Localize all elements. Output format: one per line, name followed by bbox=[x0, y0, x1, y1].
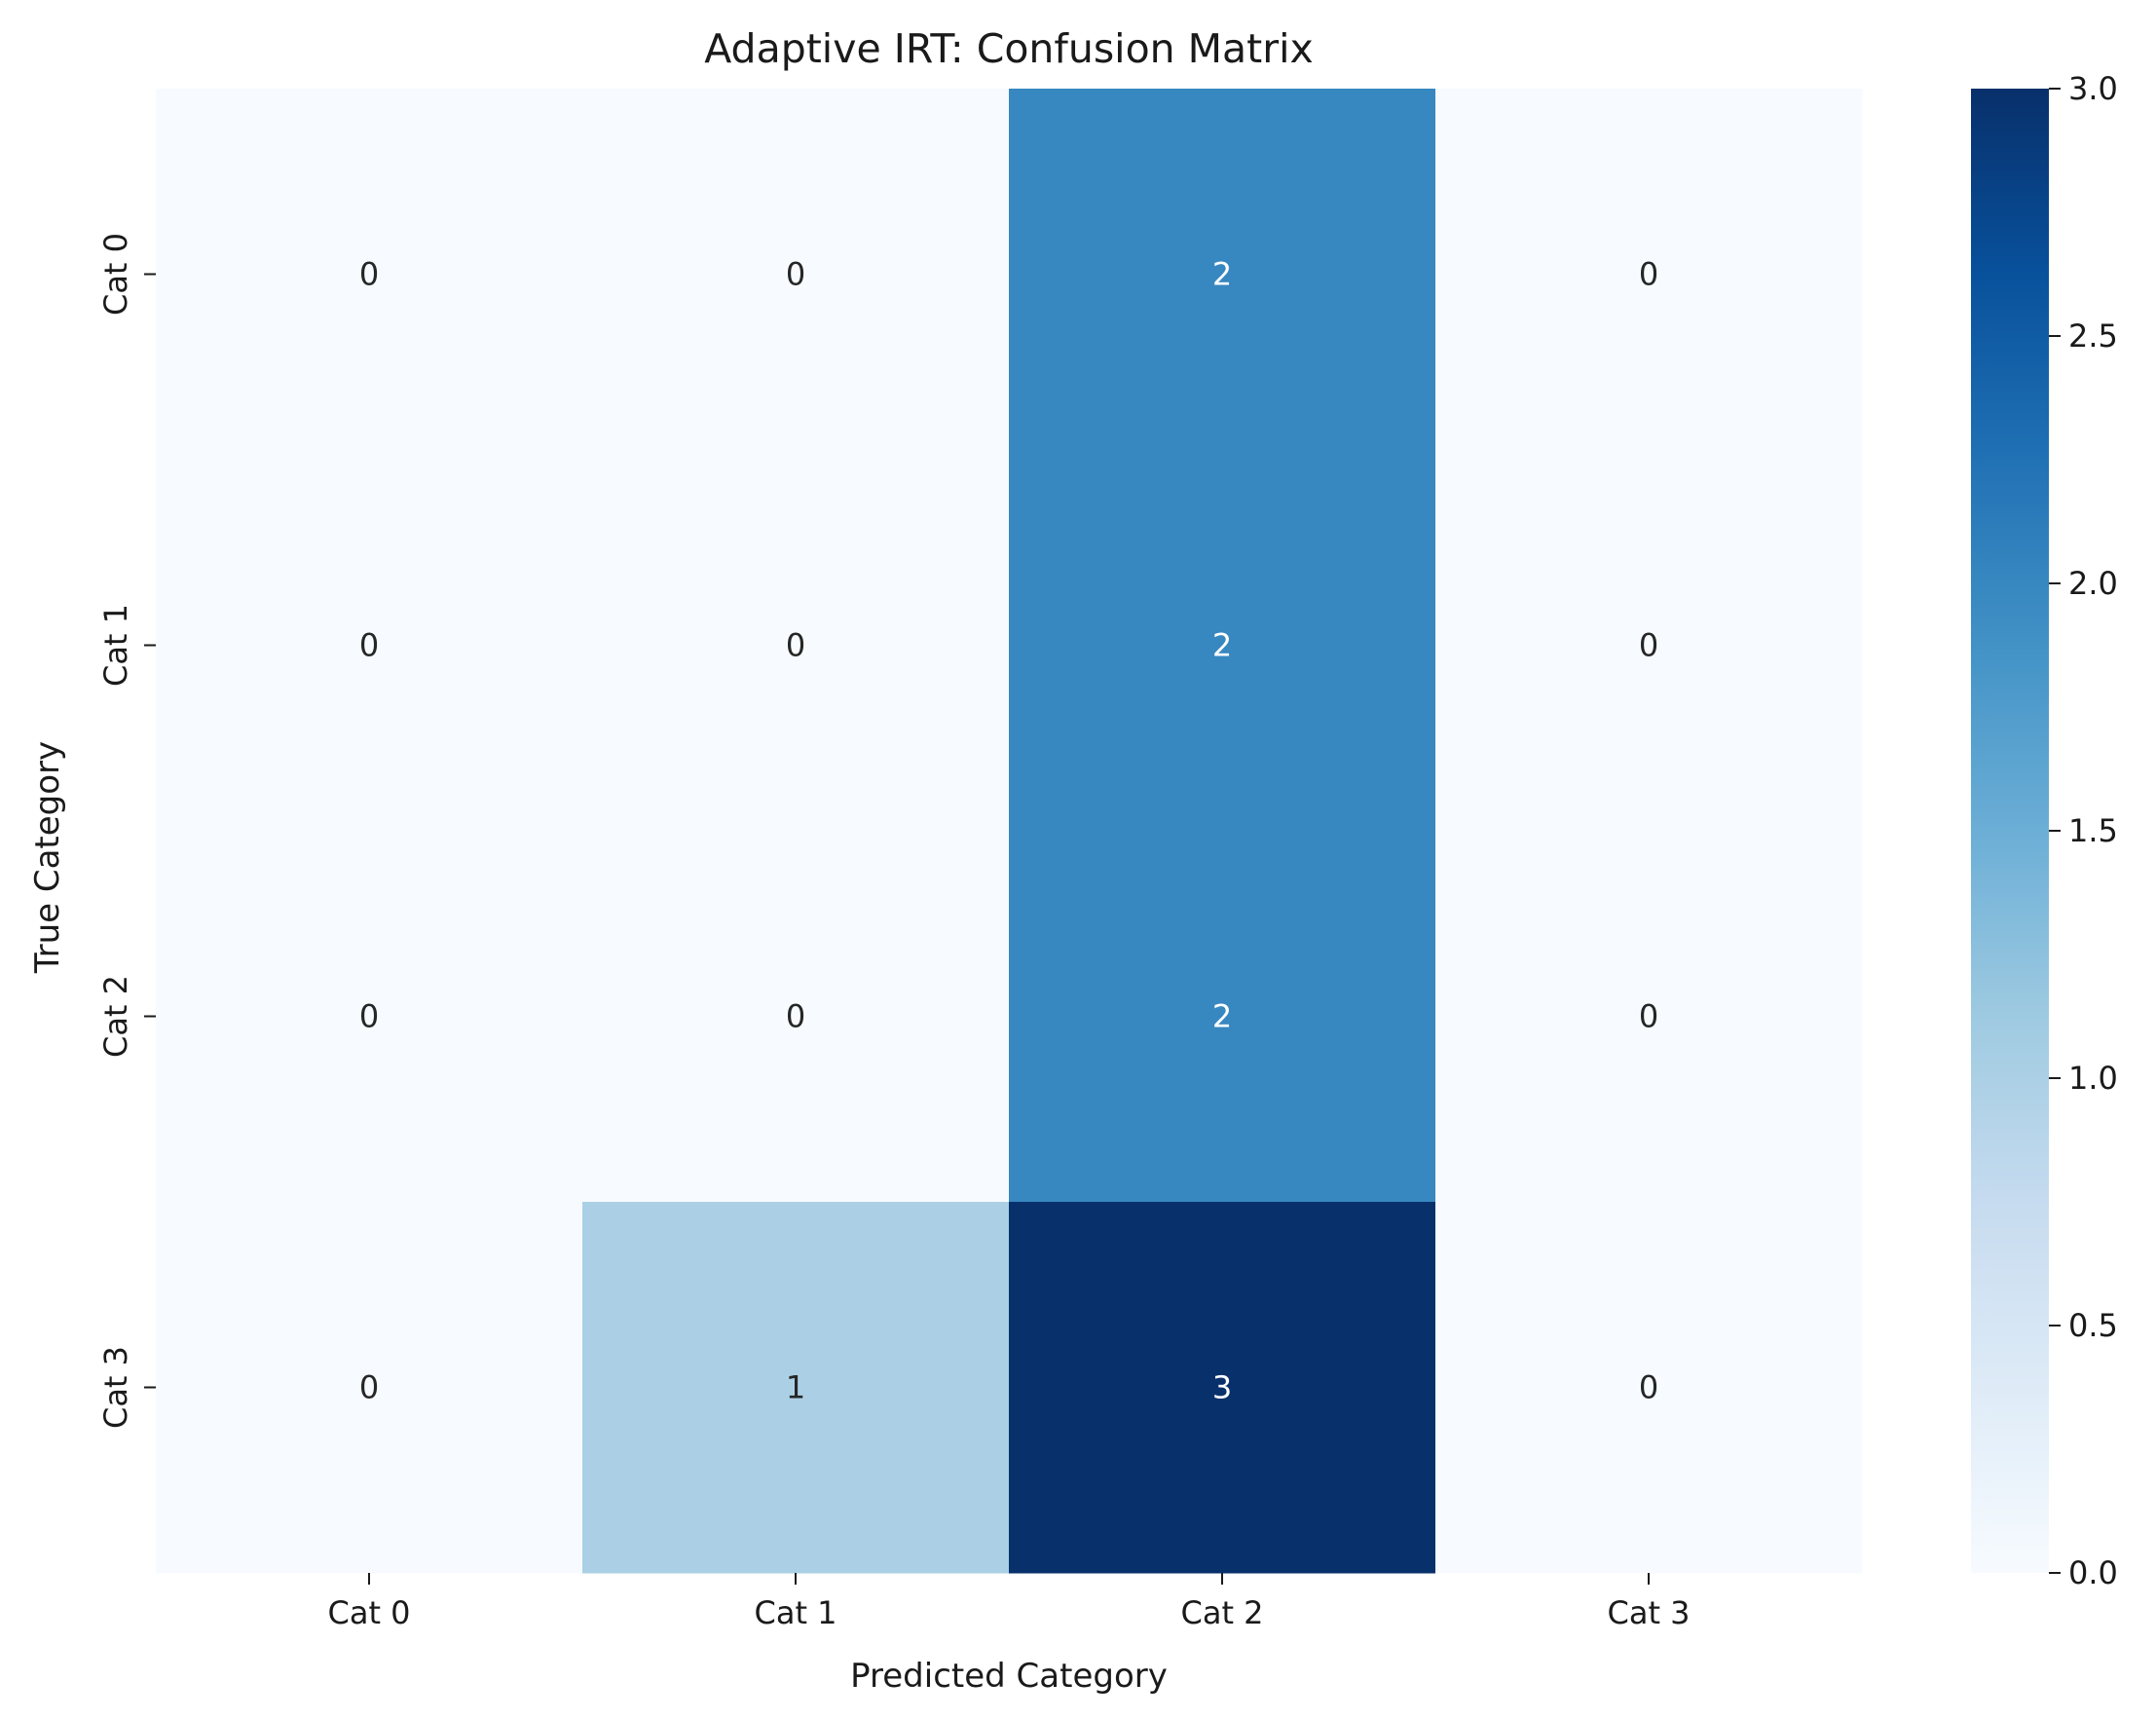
cell-value-label: 0 bbox=[1639, 627, 1658, 664]
heatmap-cell bbox=[1435, 831, 1863, 1203]
cell-value-label: 2 bbox=[1212, 627, 1232, 664]
x-tick-label: Cat 3 bbox=[1607, 1594, 1690, 1631]
cell-value-label: 1 bbox=[786, 1369, 805, 1406]
heatmap-cell bbox=[156, 460, 583, 832]
y-tick-label: Cat 3 bbox=[97, 1346, 134, 1429]
colorbar bbox=[1971, 89, 2049, 1573]
heatmap-cell bbox=[156, 831, 583, 1203]
cell-value-label: 0 bbox=[1639, 256, 1658, 293]
cell-value-label: 0 bbox=[359, 256, 379, 293]
heatmap-cell bbox=[1009, 460, 1436, 832]
y-tick-label: Cat 1 bbox=[97, 604, 134, 687]
colorbar-tick-label: 0.5 bbox=[2068, 1307, 2118, 1344]
heatmap-cell bbox=[1435, 89, 1863, 461]
heatmap-cell bbox=[582, 460, 1010, 832]
colorbar-tick-label: 0.0 bbox=[2068, 1554, 2118, 1591]
colorbar-tick-label: 1.5 bbox=[2068, 812, 2118, 849]
cell-value-label: 0 bbox=[1639, 1369, 1658, 1406]
y-tick-label: Cat 2 bbox=[97, 975, 134, 1058]
heatmap-grid: 0 0 2 0 0 0 2 0 0 0 2 0 0 1 3 0 bbox=[156, 89, 1863, 1574]
colorbar-tick-label: 2.0 bbox=[2068, 565, 2118, 602]
y-axis-ticks: Cat 0 Cat 1 Cat 2 Cat 3 bbox=[97, 233, 156, 1429]
heatmap-cell bbox=[582, 89, 1010, 461]
chart-title: Adaptive IRT: Confusion Matrix bbox=[704, 25, 1314, 72]
cell-value-label: 2 bbox=[1212, 256, 1232, 293]
cell-value-label: 0 bbox=[359, 627, 379, 664]
colorbar-ticks: 0.0 0.5 1.0 1.5 2.0 2.5 3.0 bbox=[2049, 70, 2118, 1591]
x-axis-label: Predicted Category bbox=[850, 1657, 1168, 1696]
x-axis-ticks: Cat 0 Cat 1 Cat 2 Cat 3 bbox=[327, 1573, 1691, 1631]
cell-value-label: 2 bbox=[1212, 998, 1232, 1035]
colorbar-tick-label: 2.5 bbox=[2068, 318, 2118, 355]
cell-value-label: 0 bbox=[359, 998, 379, 1035]
heatmap-cell bbox=[582, 831, 1010, 1203]
cell-value-label: 0 bbox=[786, 256, 805, 293]
x-tick-label: Cat 2 bbox=[1180, 1594, 1263, 1631]
y-tick-label: Cat 0 bbox=[97, 233, 134, 316]
heatmap-cell bbox=[156, 89, 583, 461]
cell-value-label: 0 bbox=[786, 627, 805, 664]
colorbar-tick-label: 1.0 bbox=[2068, 1060, 2118, 1097]
colorbar-tick-label: 3.0 bbox=[2068, 70, 2118, 107]
x-tick-label: Cat 1 bbox=[754, 1594, 836, 1631]
x-tick-label: Cat 0 bbox=[327, 1594, 410, 1631]
cell-value-label: 0 bbox=[786, 998, 805, 1035]
cell-value-label: 0 bbox=[359, 1369, 379, 1406]
heatmap-cell bbox=[1435, 460, 1863, 832]
cell-value-label: 0 bbox=[1639, 998, 1658, 1035]
heatmap-cell bbox=[1009, 831, 1436, 1203]
y-axis-label: True Category bbox=[28, 741, 67, 974]
heatmap-cell bbox=[1435, 1202, 1863, 1574]
heatmap-cell bbox=[156, 1202, 583, 1574]
cell-value-label: 3 bbox=[1212, 1369, 1232, 1406]
heatmap-cell bbox=[582, 1202, 1010, 1574]
heatmap-cell bbox=[1009, 89, 1436, 461]
heatmap-cell bbox=[1009, 1202, 1436, 1574]
